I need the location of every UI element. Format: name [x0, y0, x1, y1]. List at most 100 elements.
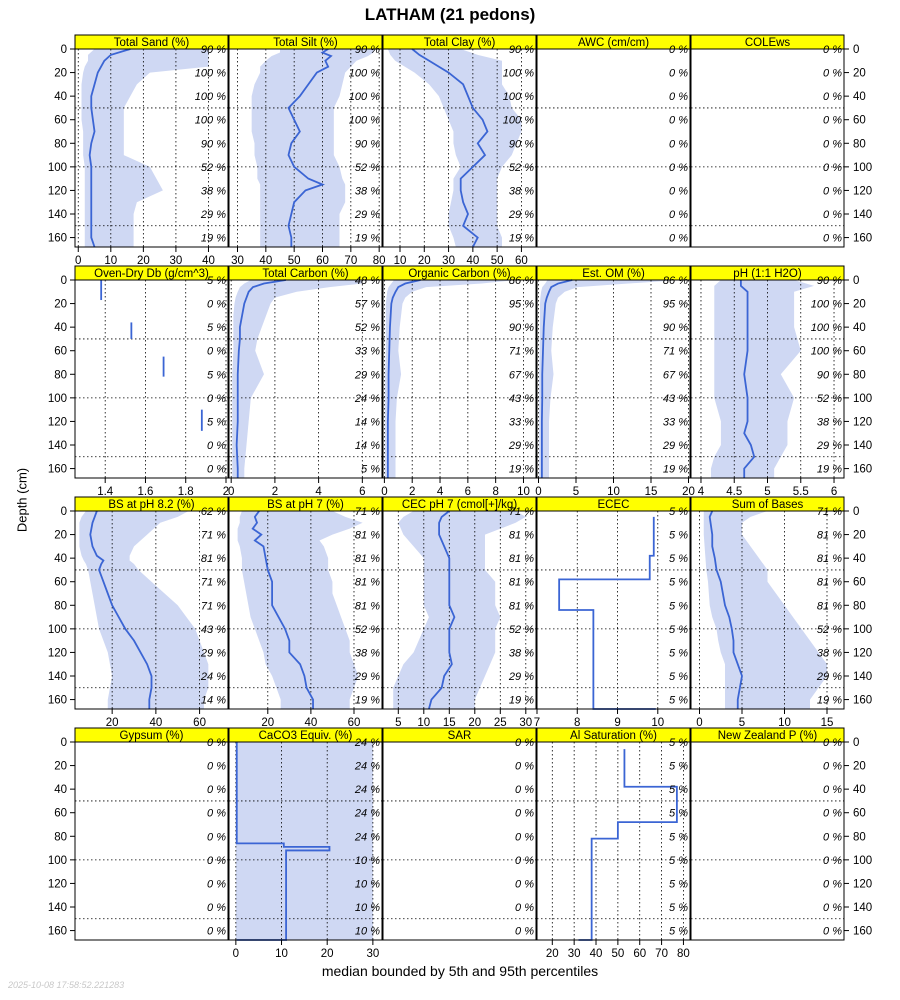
- x-tick-label: 80: [677, 948, 690, 960]
- slice-percent-label: 0 %: [669, 68, 688, 80]
- median-line: [540, 279, 573, 478]
- x-tick-label: 8: [492, 486, 498, 498]
- slice-percent-label: 5 %: [669, 600, 688, 612]
- x-tick-label: 30: [442, 255, 455, 267]
- slice-percent-label: 19 %: [663, 464, 688, 476]
- slice-percent-label: 29 %: [816, 440, 842, 452]
- slice-percent-label: 0 %: [823, 761, 842, 773]
- x-tick-label: 6: [831, 486, 837, 498]
- slice-percent-label: 81 %: [817, 600, 842, 612]
- median-line: [578, 749, 678, 941]
- slice-percent-label: 0 %: [207, 346, 226, 358]
- panel-border: [228, 741, 383, 941]
- x-tick-label: 20: [682, 486, 695, 498]
- slice-percent-label: 5 %: [669, 878, 688, 890]
- slice-percent-label: 81 %: [201, 553, 226, 565]
- x-tick-label: 10: [517, 486, 530, 498]
- slice-percent-label: 5 %: [669, 831, 688, 843]
- slice-percent-label: 24 %: [354, 393, 380, 405]
- slice-percent-label: 0 %: [823, 784, 842, 796]
- slice-percent-label: 0 %: [669, 91, 688, 103]
- panel-background: [75, 742, 228, 940]
- slice-percent-label: 100 %: [503, 115, 534, 127]
- slice-percent-label: 38 %: [509, 185, 534, 197]
- panel-background: [537, 742, 690, 940]
- panel: New Zealand P (%) 0 % 0 % 0 % 0 % 0 % 0 % 0 % 0 …: [690, 727, 872, 941]
- slice-percent-label: 67 %: [509, 369, 534, 381]
- panel: Total Clay (%) 90 % 100 % 100 % 100 % 90 % 52 …: [382, 34, 537, 267]
- x-tick-label: 20: [321, 948, 334, 960]
- y-tick-label: 0: [853, 275, 859, 287]
- slice-percent-label: 24 %: [354, 761, 380, 773]
- slice-percent-label: 0 %: [515, 902, 534, 914]
- panel-title: AWC (cm/cm): [578, 37, 649, 49]
- x-tick-label: 20: [546, 948, 559, 960]
- x-tick-label: 0: [696, 717, 702, 729]
- y-tick-label: 80: [54, 600, 67, 612]
- slice-percent-label: 0 %: [207, 878, 226, 890]
- slice-percent-label: 52 %: [355, 162, 380, 174]
- percentile-band: [387, 49, 522, 247]
- percentile-band: [251, 49, 374, 247]
- panel: AWC (cm/cm) 0 % 0 % 0 % 0 % 0 % 0 % 0 % 0 % 0 %: [536, 34, 691, 248]
- slice-percent-label: 95 %: [509, 299, 534, 311]
- percentile-band: [393, 511, 526, 709]
- slice-percent-label: 29 %: [354, 209, 380, 221]
- y-tick-label: 80: [54, 831, 67, 843]
- y-tick-label: 140: [853, 440, 872, 452]
- slice-percent-label: 5 %: [669, 671, 688, 683]
- x-tick-label: 30: [170, 255, 183, 267]
- x-tick-label: 5.5: [793, 486, 809, 498]
- slice-percent-label: 0 %: [207, 784, 226, 796]
- y-tick-label: 140: [48, 440, 67, 452]
- slice-percent-label: 10 %: [355, 902, 380, 914]
- panel: Organic Carbon (%)86 %95 %90 %71 %67 %43…: [381, 265, 537, 498]
- median-line: [708, 510, 743, 709]
- slice-percent-label: 0 %: [823, 855, 842, 867]
- slice-percent-label: 14 %: [201, 695, 226, 707]
- slice-percent-label: 5 %: [669, 855, 688, 867]
- slice-percent-label: 5 %: [207, 369, 226, 381]
- y-tick-label: 160: [853, 233, 872, 245]
- y-tick-label: 40: [853, 784, 866, 796]
- slice-percent-label: 0 %: [515, 737, 534, 749]
- panel: Oven-Dry Db (g/cm^3)5 %0 %5 %0 %5 %0 %5 …: [48, 265, 229, 498]
- panel-title: New Zealand P (%): [718, 730, 818, 742]
- slice-percent-label: 71 %: [355, 506, 380, 518]
- slice-percent-label: 0 %: [823, 209, 842, 221]
- slice-percent-label: 52 %: [509, 162, 534, 174]
- median-line: [386, 279, 421, 478]
- panel-title: Total Sand (%): [114, 37, 190, 49]
- x-tick-label: 5: [739, 717, 745, 729]
- slice-percent-label: 0 %: [823, 115, 842, 127]
- x-tick-label: 40: [149, 717, 162, 729]
- x-tick-label: 20: [261, 717, 274, 729]
- x-tick-label: 20: [137, 255, 150, 267]
- slice-percent-label: 29 %: [200, 209, 226, 221]
- slice-percent-label: 29 %: [354, 671, 380, 683]
- slice-percent-label: 0 %: [207, 831, 226, 843]
- y-tick-label: 160: [48, 464, 67, 476]
- panel-title: ECEC: [598, 499, 630, 511]
- x-tick-label: 2: [272, 486, 278, 498]
- panel-border: [536, 741, 691, 941]
- slice-percent-label: 81 %: [355, 600, 380, 612]
- x-tick-label: 0: [535, 486, 541, 498]
- median-line: [235, 279, 286, 478]
- panel-border: [382, 510, 537, 710]
- x-tick-label: 10: [104, 255, 117, 267]
- x-tick-label: 30: [366, 948, 379, 960]
- x-tick-label: 1.8: [178, 486, 194, 498]
- y-tick-label: 0: [61, 737, 67, 749]
- panel-title: Total Carbon (%): [262, 268, 348, 280]
- slice-percent-label: 33 %: [355, 346, 380, 358]
- x-tick-label: 30: [231, 255, 244, 267]
- x-tick-label: 4.5: [726, 486, 742, 498]
- panel: CaCO3 Equiv. (%)24 %24 %24 %24 %24 %10 %…: [228, 727, 383, 960]
- slice-percent-label: 90 %: [355, 44, 380, 56]
- panel-border: [690, 741, 845, 941]
- slice-percent-label: 90 %: [817, 275, 842, 287]
- y-tick-label: 40: [853, 322, 866, 334]
- y-tick-label: 100: [48, 162, 67, 174]
- panel-border: [382, 279, 537, 479]
